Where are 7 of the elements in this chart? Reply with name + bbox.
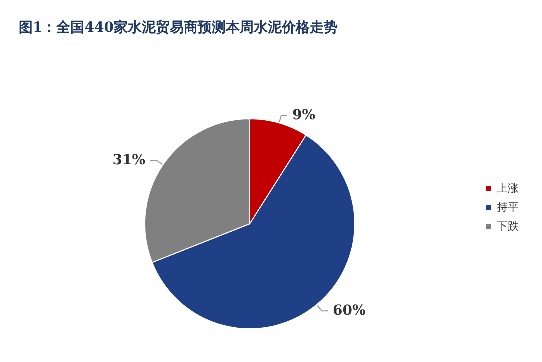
chart-title: 图1：全国440家水泥贸易商预测本周水泥价格走势 — [19, 19, 338, 36]
legend-label: 上涨 — [497, 182, 519, 195]
legend-label: 持平 — [497, 201, 519, 214]
data-label: 9% — [292, 107, 316, 124]
data-label: 31% — [112, 152, 146, 168]
legend-label: 下跌 — [497, 220, 519, 233]
data-label: 60% — [333, 303, 366, 320]
